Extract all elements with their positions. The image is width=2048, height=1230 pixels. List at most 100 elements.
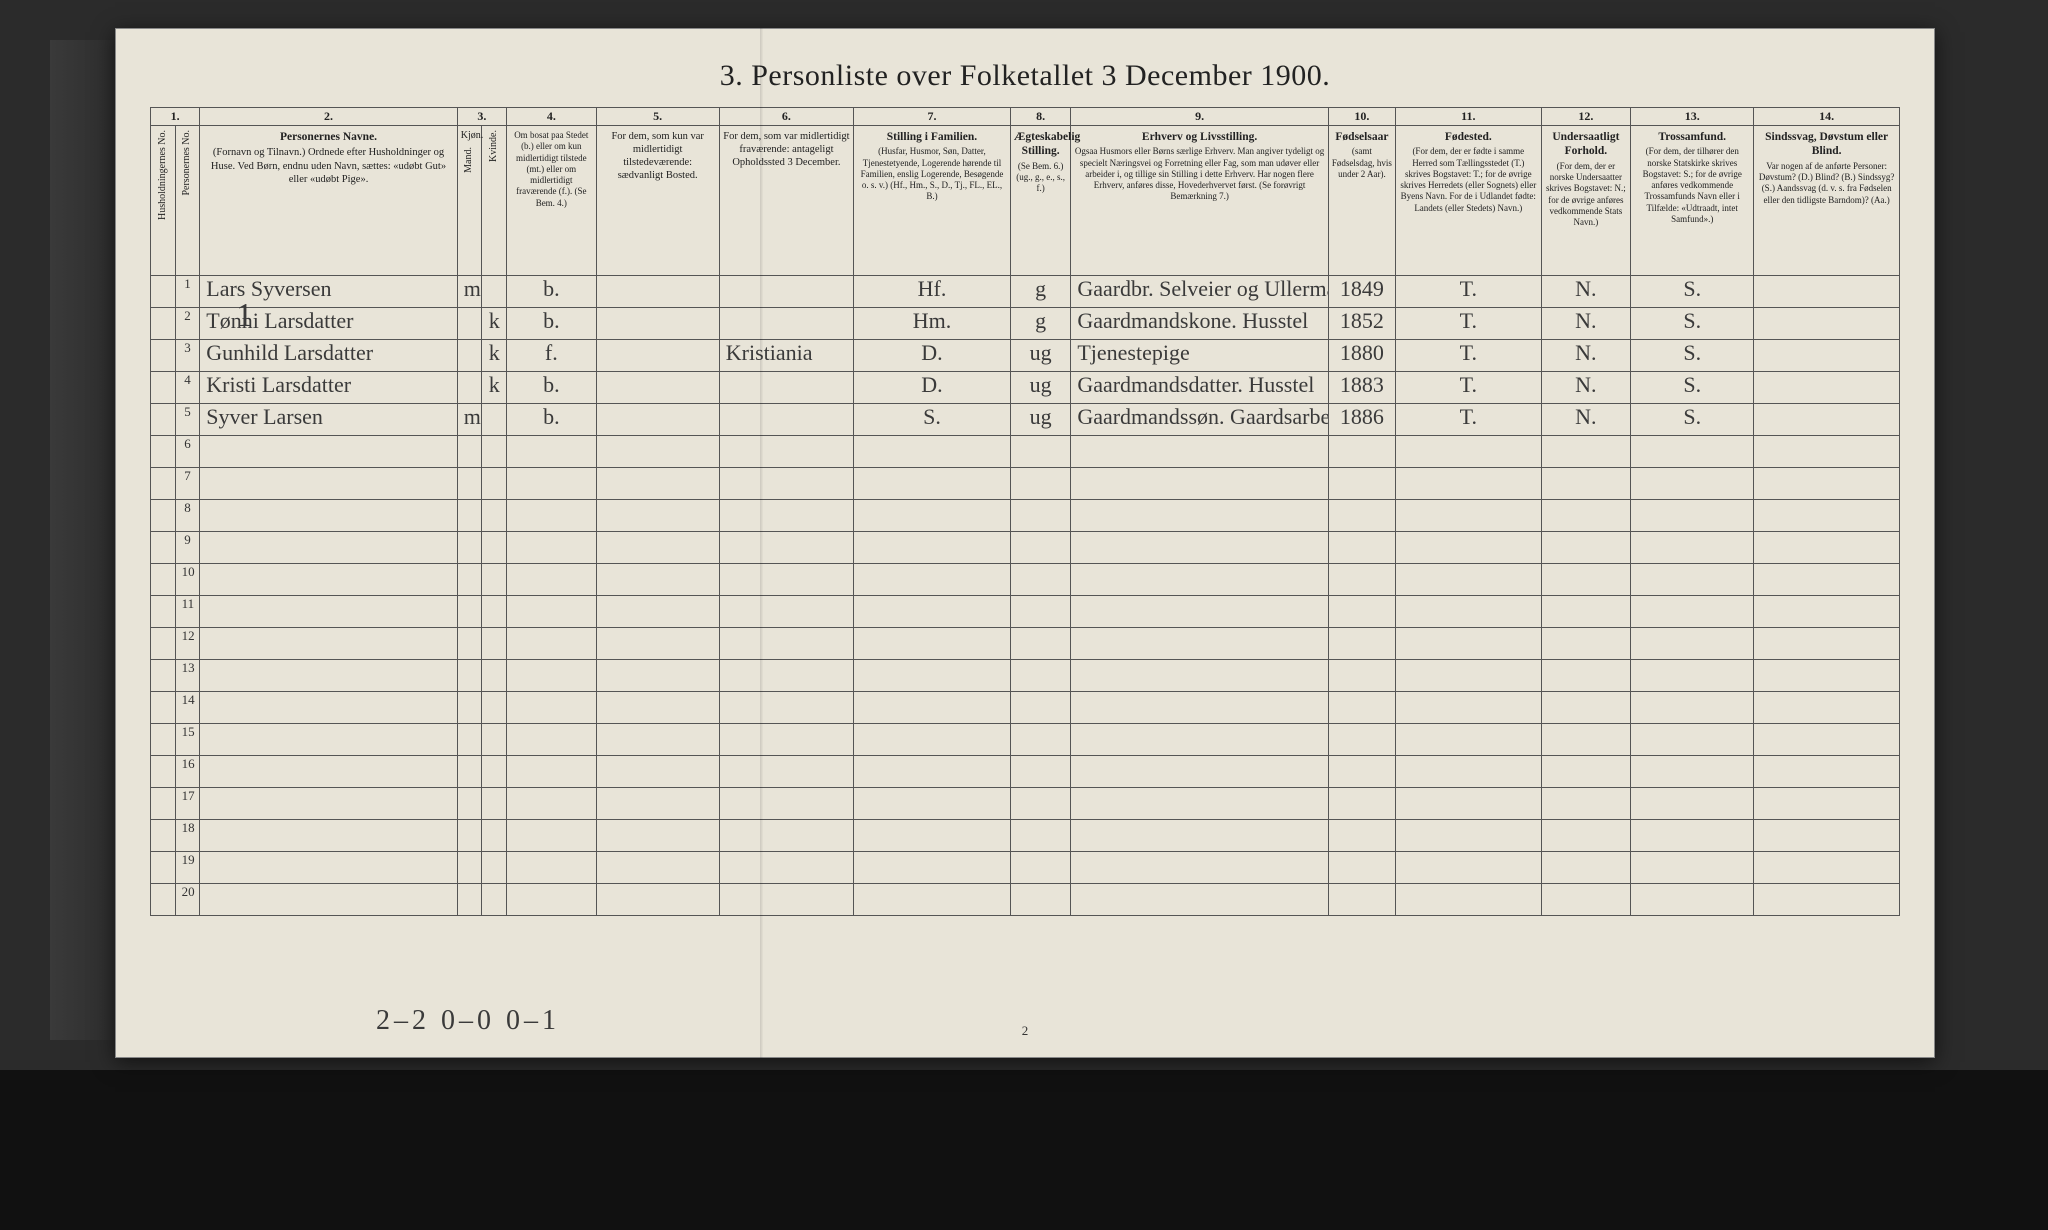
cell — [719, 276, 853, 308]
cell — [1071, 532, 1329, 564]
cell: k — [482, 340, 507, 372]
cell — [507, 884, 597, 916]
table-row: 18 — [151, 820, 1900, 852]
cell — [1396, 692, 1542, 724]
table-row: 14 — [151, 692, 1900, 724]
cell: 12 — [175, 628, 200, 660]
cell: Tjenestepige — [1071, 340, 1329, 372]
col-num: 2. — [200, 108, 458, 126]
cell: T. — [1396, 276, 1542, 308]
cell — [719, 532, 853, 564]
cell — [596, 468, 719, 500]
col-header: Trossamfund.(For dem, der tilhører den n… — [1631, 126, 1754, 276]
cell: T. — [1396, 340, 1542, 372]
cell — [1631, 532, 1754, 564]
cell — [482, 468, 507, 500]
cell — [719, 788, 853, 820]
cell — [596, 340, 719, 372]
cell — [507, 596, 597, 628]
cell: 3 — [175, 340, 200, 372]
cell: Syver Larsen — [200, 404, 458, 436]
cell: Hf. — [854, 276, 1011, 308]
cell — [482, 436, 507, 468]
cell: ug — [1010, 372, 1070, 404]
cell — [1071, 820, 1329, 852]
table-row: 9 — [151, 532, 1900, 564]
cell — [1754, 372, 1900, 404]
cell — [482, 596, 507, 628]
cell — [1754, 692, 1900, 724]
cell — [482, 884, 507, 916]
cell — [1631, 756, 1754, 788]
cell — [1010, 564, 1070, 596]
cell — [1631, 788, 1754, 820]
cell — [1396, 756, 1542, 788]
cell — [1754, 820, 1900, 852]
cell — [596, 564, 719, 596]
cell — [507, 436, 597, 468]
cell — [1541, 500, 1631, 532]
cell — [507, 628, 597, 660]
cell — [1754, 756, 1900, 788]
cell: N. — [1541, 372, 1631, 404]
cell — [482, 756, 507, 788]
cell — [1328, 724, 1395, 756]
cell — [719, 564, 853, 596]
cell — [1328, 756, 1395, 788]
cell: k — [482, 308, 507, 340]
cell — [1754, 404, 1900, 436]
cell — [151, 660, 176, 692]
cell — [151, 692, 176, 724]
cell — [1071, 500, 1329, 532]
scanner-edge — [0, 1070, 2048, 1230]
col-header: Undersaatligt Forhold.(For dem, der er n… — [1541, 126, 1631, 276]
cell — [1010, 660, 1070, 692]
cell: 17 — [175, 788, 200, 820]
cell — [1396, 660, 1542, 692]
col-header: Personernes No. — [175, 126, 200, 276]
cell — [200, 788, 458, 820]
col-header: Fødested.(For dem, der er fødte i samme … — [1396, 126, 1542, 276]
cell — [151, 596, 176, 628]
cell — [1010, 724, 1070, 756]
footer-tallies: 2–2 0–0 0–1 — [376, 1005, 560, 1037]
cell: Gaardbr. Selveier og Ullermager — [1071, 276, 1329, 308]
cell — [1754, 436, 1900, 468]
cell — [1071, 788, 1329, 820]
cell — [854, 660, 1011, 692]
cell — [1396, 884, 1542, 916]
cell: m — [457, 404, 482, 436]
col-num: 12. — [1541, 108, 1631, 126]
cell — [1071, 596, 1329, 628]
cell — [1541, 532, 1631, 564]
cell: b. — [507, 308, 597, 340]
cell — [507, 564, 597, 596]
cell — [596, 692, 719, 724]
cell — [1071, 692, 1329, 724]
cell — [596, 724, 719, 756]
census-table: 1.2.3.4.5.6.7.8.9.10.11.12.13.14. Hushol… — [150, 107, 1900, 916]
cell: 19 — [175, 852, 200, 884]
cell — [719, 852, 853, 884]
col-num: 8. — [1010, 108, 1070, 126]
table-row: 12 — [151, 628, 1900, 660]
col-header: Fødselsaar(samt Fødselsdag, hvis under 2… — [1328, 126, 1395, 276]
col-num: 5. — [596, 108, 719, 126]
cell — [1010, 468, 1070, 500]
cell — [1541, 788, 1631, 820]
cell — [200, 852, 458, 884]
cell — [482, 532, 507, 564]
cell — [151, 340, 176, 372]
cell — [482, 852, 507, 884]
col-header: Erhverv og Livsstilling.Ogsaa Husmors el… — [1071, 126, 1329, 276]
header-row: Husholdningernes No.Personernes No.Perso… — [151, 126, 1900, 276]
cell: S. — [1631, 308, 1754, 340]
cell — [457, 436, 482, 468]
cell — [1754, 596, 1900, 628]
cell: Hm. — [854, 308, 1011, 340]
cell — [507, 532, 597, 564]
cell — [719, 724, 853, 756]
cell: 14 — [175, 692, 200, 724]
cell — [200, 820, 458, 852]
cell — [482, 820, 507, 852]
